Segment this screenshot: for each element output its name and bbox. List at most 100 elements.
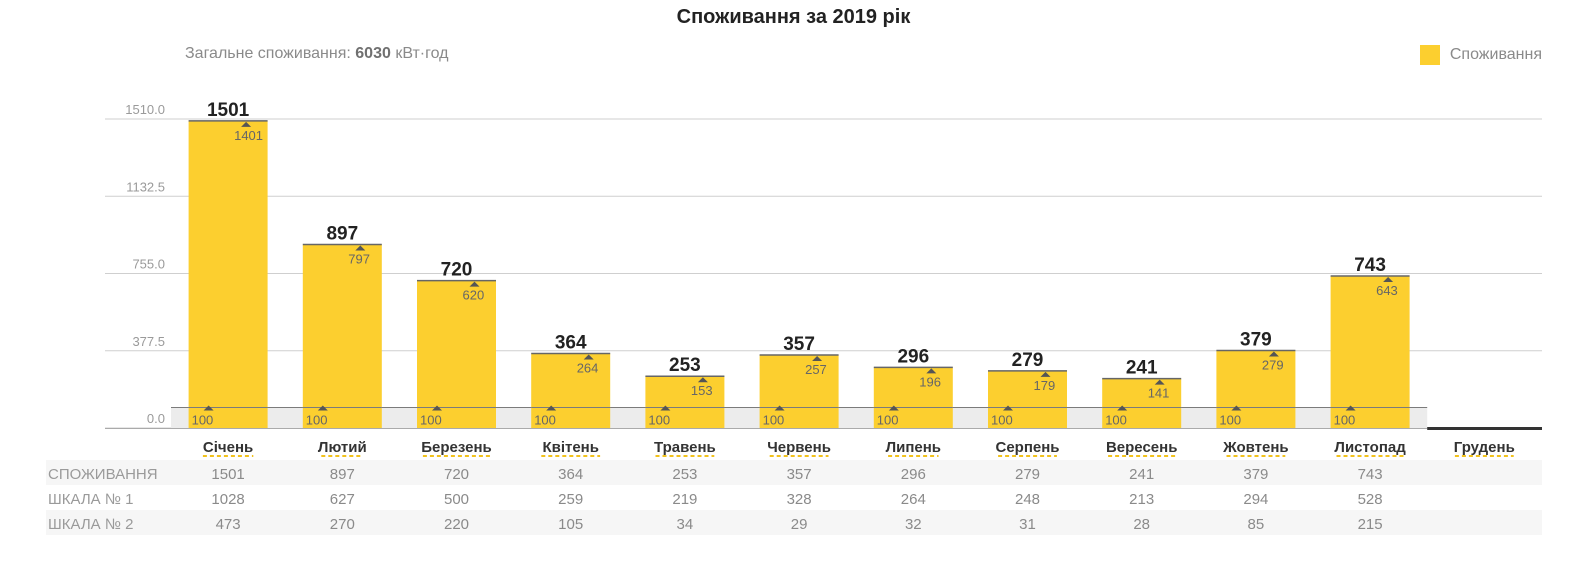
bar-value-label: 279 <box>1012 350 1044 371</box>
bar-Липень[interactable] <box>873 367 953 428</box>
upper-marker-icon <box>241 121 252 127</box>
month-label-Лютий[interactable]: Лютий <box>318 439 367 456</box>
bar-value-label: 743 <box>1354 255 1386 276</box>
table-row-label: ШКАЛА № 1 <box>48 491 133 508</box>
upper-marker-label: 196 <box>919 374 941 389</box>
table-cell: 627 <box>330 491 355 508</box>
table-cell: 528 <box>1358 491 1383 508</box>
month-label-Серпень[interactable]: Серпень <box>995 439 1059 456</box>
table-cell: 248 <box>1015 491 1040 508</box>
upper-marker-label: 257 <box>805 362 827 377</box>
lower-marker-label: 100 <box>648 413 670 428</box>
table-row-label: СПОЖИВАННЯ <box>48 466 158 483</box>
lower-marker-label: 100 <box>1105 413 1127 428</box>
month-label-Травень[interactable]: Травень <box>654 439 716 456</box>
upper-marker-icon <box>355 245 366 251</box>
total-unit: кВт·год <box>395 45 449 62</box>
lower-marker-icon <box>774 405 785 411</box>
chart-title: Споживання за 2019 рік <box>676 6 911 28</box>
table-cell: 85 <box>1248 516 1265 533</box>
month-label-Червень[interactable]: Червень <box>767 439 831 456</box>
lower-marker-icon <box>888 405 899 411</box>
bar-value-label: 1501 <box>207 100 250 121</box>
bar-value-label: 379 <box>1240 329 1272 350</box>
lower-marker-icon <box>317 405 328 411</box>
table-cell: 220 <box>444 516 469 533</box>
bar-Травень[interactable] <box>645 376 725 428</box>
table-cell: 500 <box>444 491 469 508</box>
month-label-Грудень[interactable]: Грудень <box>1454 439 1515 456</box>
table-cell: 364 <box>558 466 583 483</box>
bar-Вересень[interactable] <box>1102 378 1182 428</box>
total-label: Загальне споживання: <box>185 45 351 62</box>
table-cell: 270 <box>330 516 355 533</box>
upper-marker-icon <box>1040 371 1051 377</box>
lower-marker-icon <box>1231 405 1242 411</box>
month-label-Березень[interactable]: Березень <box>421 439 492 456</box>
legend-swatch <box>1419 45 1440 65</box>
table-cell: 241 <box>1129 466 1154 483</box>
table-row-bg <box>46 460 1542 485</box>
bar-value-label: 720 <box>441 260 473 281</box>
upper-marker-icon <box>926 368 937 374</box>
bar-Січень[interactable] <box>188 120 268 428</box>
month-label-Вересень[interactable]: Вересень <box>1106 439 1177 456</box>
bar-Квітень[interactable] <box>531 353 611 428</box>
upper-marker-label: 141 <box>1148 386 1170 401</box>
bar-Серпень[interactable] <box>988 370 1067 428</box>
upper-marker-label: 153 <box>691 383 713 398</box>
month-label-Листопад[interactable]: Листопад <box>1334 439 1406 456</box>
table-cell: 34 <box>677 516 694 533</box>
upper-marker-icon <box>812 355 823 361</box>
upper-marker-label: 264 <box>577 361 599 376</box>
table-cell: 213 <box>1129 491 1154 508</box>
table-cell: 259 <box>558 491 583 508</box>
table-cell: 296 <box>901 466 926 483</box>
bar-Жовтень[interactable] <box>1216 350 1296 428</box>
month-label-Квітень[interactable]: Квітень <box>542 439 599 456</box>
bar-Березень[interactable] <box>417 280 496 428</box>
month-label-Липень[interactable]: Липень <box>886 439 941 456</box>
table-cell: 264 <box>901 491 926 508</box>
y-tick-label: 0.0 <box>147 411 165 426</box>
lower-marker-label: 100 <box>1219 413 1241 428</box>
legend-label: Споживання <box>1449 46 1542 63</box>
y-tick-label: 1132.5 <box>126 179 165 194</box>
table-cell: 743 <box>1358 466 1383 483</box>
upper-marker-label: 179 <box>1034 378 1056 393</box>
table-cell: 219 <box>672 491 697 508</box>
lower-marker-label: 100 <box>763 413 785 428</box>
table-cell: 105 <box>558 516 583 533</box>
upper-marker-icon <box>1383 276 1394 282</box>
upper-marker-icon <box>583 354 594 360</box>
upper-marker-label: 643 <box>1376 283 1398 298</box>
bar-value-label: 897 <box>326 223 358 244</box>
table-row-label: ШКАЛА № 2 <box>48 516 133 533</box>
lower-marker-label: 100 <box>991 413 1013 428</box>
table-cell: 357 <box>787 466 812 483</box>
total-value: 6030 <box>355 45 391 62</box>
y-tick-label: 1510.0 <box>125 102 165 117</box>
month-label-Жовтень[interactable]: Жовтень <box>1222 439 1289 456</box>
bar-Червень[interactable] <box>759 354 839 428</box>
table-row-bg <box>46 510 1542 535</box>
upper-marker-icon <box>469 281 480 287</box>
lower-marker-icon <box>546 405 557 411</box>
table-cell: 473 <box>216 516 241 533</box>
lower-marker-label: 100 <box>420 413 442 428</box>
bar-Лютий[interactable] <box>302 244 382 428</box>
table-cell: 32 <box>905 516 922 533</box>
y-tick-label: 377.5 <box>132 334 165 349</box>
bar-value-label: 364 <box>555 333 587 354</box>
month-label-Січень[interactable]: Січень <box>203 439 253 456</box>
table-cell: 215 <box>1358 516 1383 533</box>
legend[interactable]: Споживання <box>1419 45 1542 65</box>
lower-marker-label: 100 <box>534 413 556 428</box>
lower-marker-icon <box>660 405 671 411</box>
table-cell: 328 <box>787 491 812 508</box>
bar-value-label: 296 <box>897 346 929 367</box>
bar-value-label: 241 <box>1126 358 1158 379</box>
bar-Листопад[interactable] <box>1330 275 1410 428</box>
table-cell: 379 <box>1243 466 1268 483</box>
